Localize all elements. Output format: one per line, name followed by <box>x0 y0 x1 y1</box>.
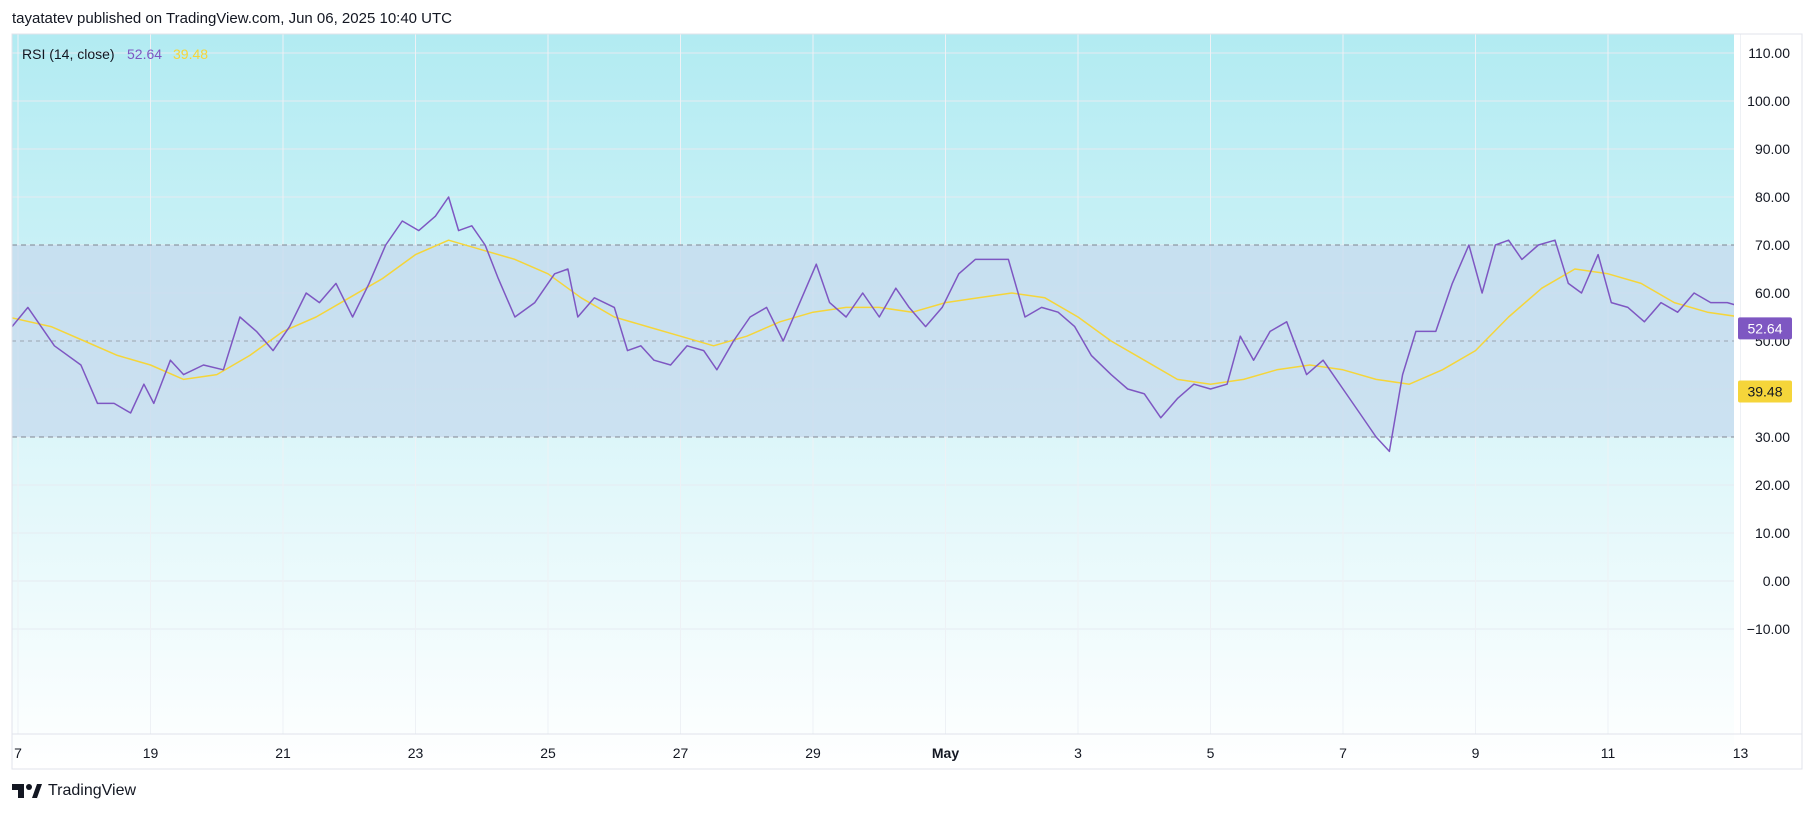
x-axis: 7192123252729May357911131517192123252729… <box>14 745 1749 761</box>
x-tick-label: 9 <box>1472 745 1480 761</box>
y-tick-label: −10.00 <box>1747 621 1790 637</box>
price-label-text: 39.48 <box>1747 383 1782 399</box>
price-label-bg <box>1738 317 1792 340</box>
x-tick-label: 27 <box>673 745 689 761</box>
y-tick-label: 110.00 <box>1748 45 1790 61</box>
y-tick-label: 20.00 <box>1755 477 1790 493</box>
rsi-chart[interactable]: 110.00100.0090.0080.0070.0060.0050.0040.… <box>0 0 1814 780</box>
y-tick-label: 60.00 <box>1755 285 1790 301</box>
price-labels: 52.64 39.48 <box>1738 317 1792 403</box>
tradingview-logo-icon <box>12 784 42 798</box>
x-tick-label: 13 <box>1733 745 1749 761</box>
footer-brand: TradingView <box>48 782 137 799</box>
x-tick-label: 29 <box>805 745 821 761</box>
y-tick-label: 90.00 <box>1755 141 1790 157</box>
y-tick-label: 30.00 <box>1755 429 1790 445</box>
y-tick-label: 80.00 <box>1755 189 1790 205</box>
rsi-ma-line <box>12 239 1734 385</box>
x-tick-label: 7 <box>14 745 22 761</box>
x-tick-label: 25 <box>540 745 556 761</box>
footer: TradingView <box>12 782 136 800</box>
y-tick-label: 100.00 <box>1747 93 1790 109</box>
x-tick-label: 21 <box>275 745 291 761</box>
x-tick-label: 3 <box>1074 745 1082 761</box>
chart-legend: RSI (14, close) 52.64 39.48 <box>22 46 208 62</box>
price-label-bg <box>1738 380 1792 403</box>
x-tick-label: 11 <box>1601 745 1616 761</box>
x-tick-label: 23 <box>408 745 424 761</box>
y-tick-label: 0.00 <box>1763 573 1790 589</box>
level-lines <box>12 244 1734 438</box>
y-tick-label: 70.00 <box>1755 237 1790 253</box>
legend-rsi-value: 52.64 <box>127 46 162 62</box>
x-tick-label: 19 <box>143 745 159 761</box>
price-label-text: 52.64 <box>1747 320 1782 336</box>
legend-ma-value: 39.48 <box>173 46 208 62</box>
series-layer <box>12 196 1734 453</box>
x-tick-label: 7 <box>1339 745 1347 761</box>
y-tick-label: 10.00 <box>1755 525 1790 541</box>
plot-border <box>11 33 1803 770</box>
rsi-line <box>12 196 1734 453</box>
publisher-caption: tayatatev published on TradingView.com, … <box>12 10 453 27</box>
y-axis: 110.00100.0090.0080.0070.0060.0050.0040.… <box>1747 45 1790 637</box>
x-tick-label: May <box>932 745 959 761</box>
legend-title: RSI (14, close) <box>22 46 115 62</box>
x-tick-label: 5 <box>1207 745 1215 761</box>
